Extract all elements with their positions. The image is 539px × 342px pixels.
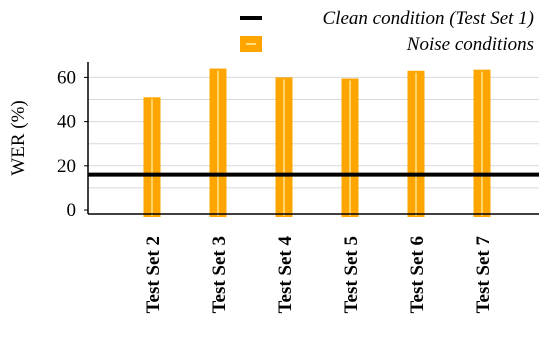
legend: Clean condition (Test Set 1) Noise condi…: [240, 8, 534, 55]
y-tick-labels: 0 20 40 60: [57, 67, 88, 221]
y-axis-label: WER (%): [8, 100, 29, 175]
legend-noise-label: Noise conditions: [406, 34, 534, 55]
x-tick-label-test-set-4: Test Set 4: [275, 236, 296, 314]
bars: [143, 68, 491, 218]
x-tick-label-test-set-3: Test Set 3: [209, 236, 230, 313]
y-tick-label-60: 60: [57, 67, 76, 88]
y-tick-label-40: 40: [57, 112, 76, 133]
grid-lines: [88, 76, 539, 189]
x-tick-label-test-set-6: Test Set 6: [407, 236, 428, 313]
y-tick-label-0: 0: [67, 200, 77, 221]
x-tick-label-test-set-7: Test Set 7: [473, 236, 494, 314]
x-tick-label-test-set-2: Test Set 2: [143, 236, 164, 313]
x-category-labels: Test Set 2 Test Set 3 Test Set 4 Test Set 5…: [143, 236, 494, 314]
x-tick-label-test-set-5: Test Set 5: [341, 236, 362, 313]
legend-clean-label: Clean condition (Test Set 1): [323, 8, 534, 29]
axes: [87, 62, 539, 215]
y-tick-label-20: 20: [57, 156, 76, 177]
